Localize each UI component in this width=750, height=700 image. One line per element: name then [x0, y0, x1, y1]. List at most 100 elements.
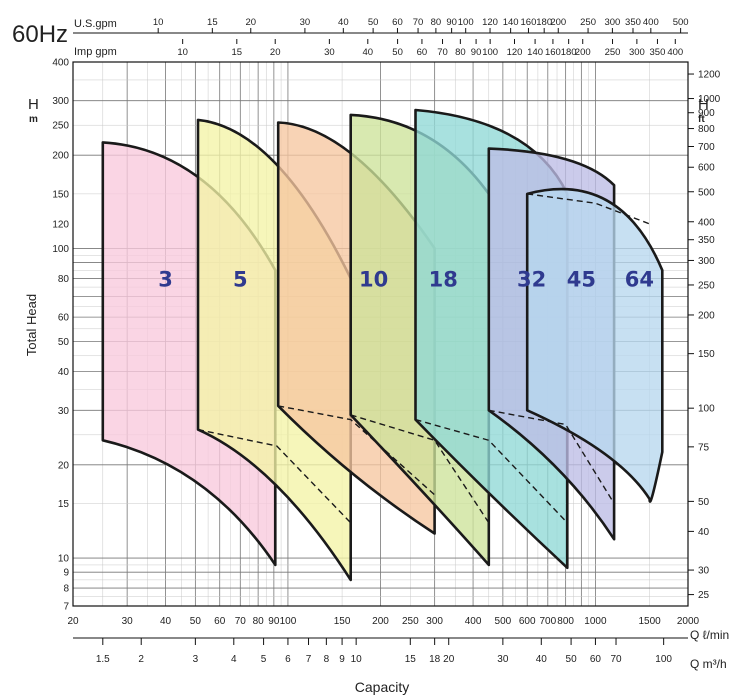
left-tick-label: 80	[58, 274, 70, 285]
imp-tick-label: 400	[667, 47, 683, 58]
model-label-10: 10	[359, 267, 388, 291]
us-tick-label: 10	[153, 17, 164, 28]
m3h-tick-label: 60	[590, 654, 602, 665]
right-tick-label: 350	[698, 235, 715, 246]
imp-tick-label: 30	[324, 47, 335, 58]
model-label-64: 64	[625, 267, 654, 291]
left-tick-label: 10	[58, 554, 70, 565]
us-tick-label: 60	[392, 17, 403, 28]
plot-border	[72, 61, 689, 607]
left-h-symbol: H	[28, 96, 39, 113]
right-tick-label: 250	[698, 280, 715, 291]
us-tick-label: 20	[245, 17, 256, 28]
us-tick-label: 300	[604, 17, 620, 28]
right-tick-label: 600	[698, 163, 715, 174]
imp-tick-label: 15	[232, 47, 243, 58]
lmin-tick-label: 300	[426, 616, 443, 627]
dashed-curve-1	[278, 405, 436, 496]
right-tick-label: 100	[698, 404, 715, 415]
left-tick-label: 40	[58, 367, 70, 378]
m3h-tick-label: 8	[324, 654, 330, 665]
imp-tick-label: 300	[629, 47, 645, 58]
imp-tick-label: 20	[270, 47, 281, 58]
lmin-tick-label: 20	[67, 616, 79, 627]
imp-tick-label: 120	[507, 47, 523, 58]
m3h-label: Q m³/h	[690, 657, 727, 671]
us-tick-label: 90	[446, 17, 457, 28]
imp-tick-label: 10	[177, 47, 188, 58]
lmin-ticks: 20 30 40 50 60 70 80 90 100 150 200 250 300 400 500 600…	[67, 616, 699, 627]
lmin-tick-label: 1000	[584, 616, 607, 627]
lmin-tick-label: 200	[372, 616, 389, 627]
right-tick-label: 800	[698, 124, 715, 135]
us-tick-label: 400	[643, 17, 659, 28]
lmin-tick-label: 250	[402, 616, 419, 627]
imp-gpm-label: Imp gpm	[74, 46, 117, 58]
x-axis-label: Capacity	[355, 679, 409, 695]
lmin-tick-label: 400	[465, 616, 482, 627]
m3h-tick-label: 5	[261, 654, 267, 665]
imp-tick-label: 160	[545, 47, 561, 58]
us-tick-label: 250	[580, 17, 596, 28]
dashed-curve-5	[527, 193, 650, 225]
m3h-tick-label: 20	[443, 654, 455, 665]
imp-tick-label: 180	[561, 47, 577, 58]
left-tick-label: 50	[58, 337, 70, 348]
model-label-32: 32	[517, 267, 546, 291]
m3h-tick-label: 50	[566, 654, 578, 665]
lmin-label: Q ℓ/min	[690, 628, 729, 642]
lmin-tick-label: 100	[280, 616, 297, 627]
dashed-curve-0	[197, 428, 352, 524]
m3h-tick-label: 2	[138, 654, 144, 665]
lmin-tick-label: 500	[495, 616, 512, 627]
lmin-tick-label: 600	[519, 616, 536, 627]
imp-tick-label: 250	[605, 47, 621, 58]
left-tick-label: 400	[52, 58, 69, 69]
right-unit: ft	[698, 114, 705, 125]
imp-tick-label: 50	[392, 47, 403, 58]
right-h-symbol: H	[698, 96, 709, 113]
m3h-ticks: 1.5 2 3 4 5 6 7 8 9 10 15 18 20 30 40 50 60 70 100	[96, 638, 672, 665]
lmin-tick-label: 700	[539, 616, 556, 627]
m3h-tick-label: 18	[429, 654, 441, 665]
model-label-18: 18	[429, 267, 458, 291]
m3h-tick-label: 15	[405, 654, 417, 665]
m3h-tick-label: 30	[497, 654, 509, 665]
lmin-tick-label: 30	[122, 616, 134, 627]
right-tick-label: 1000	[698, 94, 721, 105]
m3h-tick-label: 100	[655, 654, 672, 665]
imp-tick-label: 60	[417, 47, 428, 58]
lmin-tick-label: 2000	[677, 616, 700, 627]
right-tick-label: 200	[698, 310, 715, 321]
us-tick-label: 500	[673, 17, 689, 28]
m3h-tick-label: 7	[306, 654, 312, 665]
left-tick-label: 100	[52, 244, 69, 255]
left-tick-label: 150	[52, 189, 69, 200]
left-tick-label: 120	[52, 219, 69, 230]
m3h-tick-label: 10	[351, 654, 363, 665]
imp-tick-label: 90	[471, 47, 482, 58]
left-tick-label: 250	[52, 121, 69, 132]
dashed-curve-2	[350, 414, 490, 524]
imp-tick-label: 70	[437, 47, 448, 58]
lmin-tick-label: 90	[268, 616, 280, 627]
right-tick-label: 75	[698, 442, 710, 453]
lmin-tick-label: 150	[334, 616, 351, 627]
lmin-tick-label: 800	[557, 616, 574, 627]
left-tick-label: 9	[63, 568, 69, 579]
imp-tick-label: 350	[650, 47, 666, 58]
imp-tick-label: 140	[527, 47, 543, 58]
right-tick-label: 500	[698, 187, 715, 198]
m3h-tick-label: 3	[193, 654, 199, 665]
right-tick-label: 1200	[698, 70, 721, 81]
right-tick-label: 25	[698, 590, 710, 601]
left-tick-label: 20	[58, 460, 70, 471]
imp-tick-label: 100	[482, 47, 498, 58]
model-labels: 3 5 10 18 32 45 64	[158, 267, 654, 291]
right-tick-label: 150	[698, 349, 715, 360]
right-ticks: 25 30 40 50 75 100 150 200 250 300 350 400 500 600 700…	[688, 70, 721, 601]
right-tick-label: 300	[698, 256, 715, 267]
us-tick-label: 140	[503, 17, 519, 28]
